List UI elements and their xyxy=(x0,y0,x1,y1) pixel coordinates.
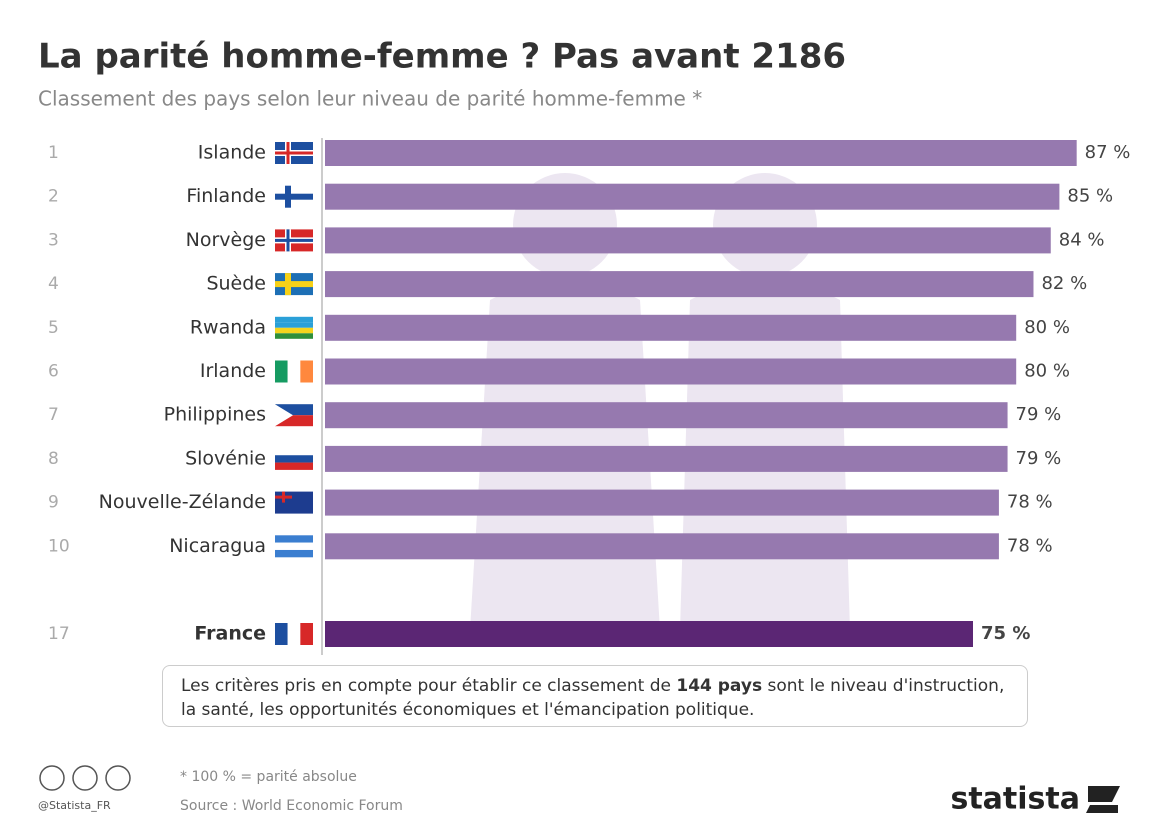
brand: statista xyxy=(950,782,1080,817)
rank-label: 3 xyxy=(48,230,59,250)
license-icons xyxy=(40,766,130,790)
category-label: Islande xyxy=(198,142,266,164)
category-label: Slovénie xyxy=(185,447,266,469)
value-label: 85 % xyxy=(1067,186,1113,207)
flag-part xyxy=(287,229,290,251)
flag xyxy=(275,273,313,295)
flag-part xyxy=(275,550,313,557)
flag-part xyxy=(275,448,313,455)
category-label: Finlande xyxy=(186,185,266,207)
bar xyxy=(325,490,999,516)
flag-part xyxy=(275,492,313,514)
flag-part xyxy=(287,142,290,164)
rank-label: 2 xyxy=(48,187,59,207)
flag-part xyxy=(275,361,288,383)
rank-label: 5 xyxy=(48,318,59,338)
handle: @Statista_FR xyxy=(38,799,111,812)
flag xyxy=(275,623,313,645)
flag xyxy=(275,142,313,164)
flag xyxy=(275,317,313,339)
flag-part xyxy=(275,463,313,470)
category-label: Rwanda xyxy=(190,316,266,338)
flag xyxy=(275,404,313,426)
flag-part xyxy=(275,317,313,323)
bar xyxy=(325,140,1077,166)
bar xyxy=(325,533,999,559)
flag xyxy=(275,535,313,557)
flag-part xyxy=(275,194,313,200)
category-label: France xyxy=(194,623,266,645)
infographic: La parité homme-femme ? Pas avant 2186 C… xyxy=(0,0,1157,829)
flag-part xyxy=(275,623,288,645)
note-text: Les critères pris en compte pour établir… xyxy=(181,676,676,696)
value-label: 80 % xyxy=(1024,361,1070,382)
flag-part xyxy=(275,322,313,328)
value-label: 79 % xyxy=(1016,404,1062,425)
bar xyxy=(325,402,1008,428)
note: Les critères pris en compte pour établir… xyxy=(162,665,1028,727)
flag-part xyxy=(288,623,301,645)
bar xyxy=(325,271,1033,297)
bar xyxy=(325,315,1016,341)
footnote: * 100 % = parité absolue xyxy=(180,769,357,785)
bar xyxy=(325,621,973,647)
rank-label: 4 xyxy=(48,274,59,294)
value-label: 79 % xyxy=(1016,448,1062,469)
flag-part xyxy=(275,281,313,287)
value-label: 87 % xyxy=(1085,142,1131,163)
value-label: 80 % xyxy=(1024,317,1070,338)
flag xyxy=(275,186,313,208)
flag xyxy=(275,229,313,251)
category-label: Norvège xyxy=(186,229,266,251)
bar xyxy=(325,227,1051,253)
rank-label: 17 xyxy=(48,624,70,644)
note-bold: 144 pays xyxy=(676,676,762,696)
flag-part xyxy=(275,328,313,334)
rank-label: 6 xyxy=(48,362,59,382)
flag-part xyxy=(275,455,313,462)
chart-subtitle: Classement des pays selon leur niveau de… xyxy=(38,87,702,111)
bar xyxy=(325,359,1016,385)
brand-logo xyxy=(1086,786,1120,813)
category-label: Philippines xyxy=(164,404,266,426)
bar xyxy=(325,184,1059,210)
value-label: 78 % xyxy=(1007,492,1053,513)
flag-part xyxy=(288,361,301,383)
category-label: Irlande xyxy=(200,360,266,382)
rank-label: 8 xyxy=(48,449,59,469)
chart-title: La parité homme-femme ? Pas avant 2186 xyxy=(38,37,846,77)
value-label: 82 % xyxy=(1041,273,1087,294)
flag-part xyxy=(275,543,313,550)
flag-part xyxy=(285,186,291,208)
category-label: Nicaragua xyxy=(169,535,266,557)
value-label: 84 % xyxy=(1059,229,1105,250)
rank-label: 10 xyxy=(48,536,70,556)
value-label: 78 % xyxy=(1007,535,1053,556)
flag-part xyxy=(282,492,285,503)
flag-part xyxy=(275,239,313,242)
flag-part xyxy=(275,152,313,155)
flag-part xyxy=(300,623,313,645)
flag-part xyxy=(275,535,313,542)
rank-label: 1 xyxy=(48,143,59,163)
category-label: Suède xyxy=(206,273,266,295)
flag-part xyxy=(275,333,313,339)
flag xyxy=(275,492,313,514)
category-label: Nouvelle-Zélande xyxy=(99,491,266,513)
bar xyxy=(325,446,1008,472)
source: Source : World Economic Forum xyxy=(180,798,403,814)
flag-part xyxy=(285,273,291,295)
rank-label: 7 xyxy=(48,405,59,425)
flag-part xyxy=(300,361,313,383)
flag xyxy=(275,361,313,383)
value-label: 75 % xyxy=(981,623,1030,644)
flag xyxy=(275,448,313,470)
rank-label: 9 xyxy=(48,493,59,513)
